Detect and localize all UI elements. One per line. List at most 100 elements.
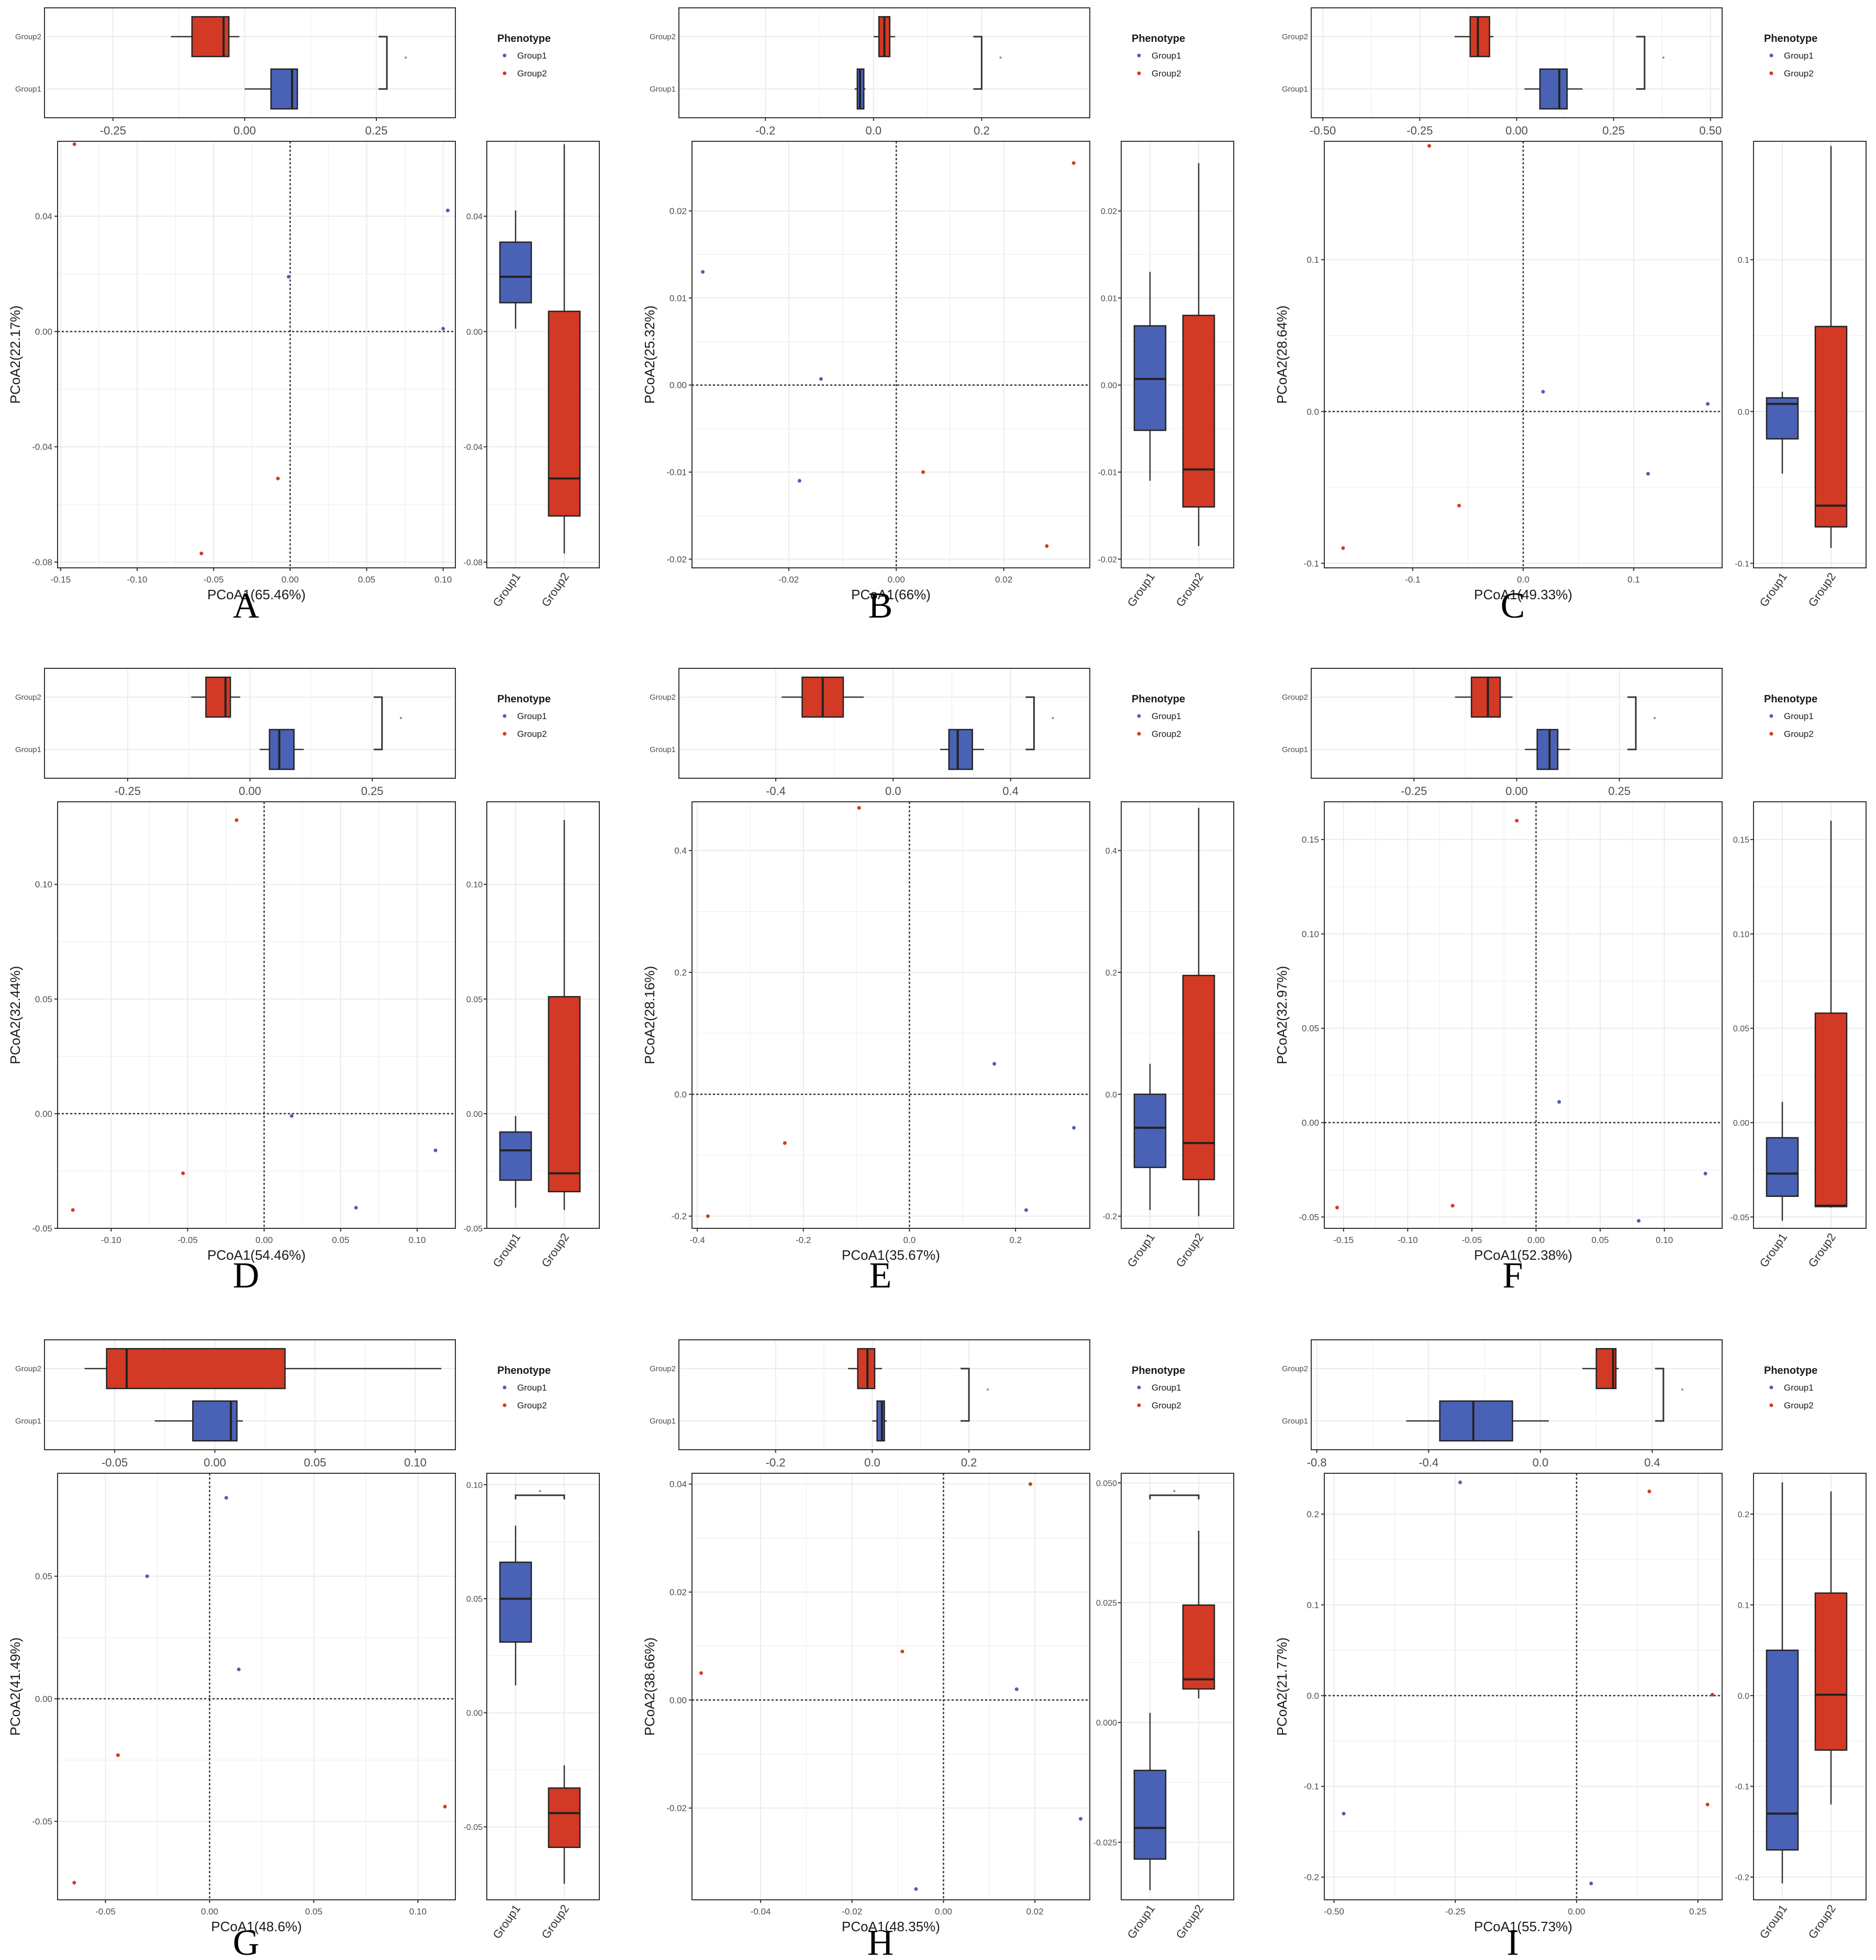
scatter-y-axis-label: PCoA2(21.77%) xyxy=(1274,1638,1290,1736)
top-box-x-tick-label: 0.10 xyxy=(404,1456,427,1469)
top-box-group-label: Group1 xyxy=(650,745,676,754)
top-boxplot-area xyxy=(679,668,1090,778)
scatter-y-tick-label: 0.0 xyxy=(674,1090,687,1100)
side-box-y-tick-label: 0.1 xyxy=(1738,256,1749,265)
significance-bracket xyxy=(973,36,982,90)
side-box-group-label: Group2 xyxy=(539,570,572,609)
top-box-group1 xyxy=(948,729,973,770)
scatter-frame xyxy=(691,1473,1090,1900)
side-boxplot-frame xyxy=(1753,801,1867,1229)
scatter-point-group1 xyxy=(1557,1100,1561,1104)
panel-h: -0.04 -0.02 0.00 0.02 -0.02 0.00 0.02 0.04 PCoA1… xyxy=(642,1339,1234,1960)
top-box-group-label: Group2 xyxy=(650,1364,676,1373)
scatter-plot-area xyxy=(58,1473,455,1900)
scatter-point-group1 xyxy=(914,1887,918,1891)
scatter-x-tick-label: -0.04 xyxy=(751,1907,771,1917)
scatter-point-group1 xyxy=(433,1148,438,1152)
side-box-group2 xyxy=(548,1787,581,1849)
scatter-x-axis-label: PCoA1(55.73%) xyxy=(1474,1919,1572,1934)
scatter-point-group2 xyxy=(72,142,76,147)
scatter-x-tick-label: -0.05 xyxy=(204,575,224,585)
scatter-y-tick-label: -0.02 xyxy=(666,554,687,564)
top-box-group-label: Group1 xyxy=(1282,745,1308,754)
side-box-y-tick-label: -0.2 xyxy=(1735,1874,1749,1883)
side-boxplot-area xyxy=(487,1473,599,1900)
scatter-y-axis-label: PCoA2(32.97%) xyxy=(1274,966,1290,1065)
side-box-y-tick-label: 0.10 xyxy=(466,881,483,890)
side-box-y-tick-label: 0.15 xyxy=(1733,836,1749,845)
scatter-point-group1 xyxy=(1541,390,1545,394)
scatter-x-tick-label: -0.10 xyxy=(1398,1235,1418,1245)
side-box-y-tick-label: 0.0 xyxy=(1738,1692,1749,1701)
scatter-x-tick-label: 0.00 xyxy=(255,1235,273,1245)
side-box-group-label: Group2 xyxy=(1806,570,1839,609)
scatter-y-tick-label: 0.00 xyxy=(669,380,687,390)
side-boxplot-frame xyxy=(1753,141,1867,568)
scatter-point-group1 xyxy=(145,1574,149,1578)
scatter-x-tick-label: 0.05 xyxy=(305,1907,322,1917)
top-box-x-tick-label: 0.05 xyxy=(304,1456,327,1469)
significance-bracket xyxy=(1627,696,1637,751)
top-box-group-label: Group2 xyxy=(15,1364,41,1373)
scatter-point-group2 xyxy=(181,1171,185,1175)
side-box-group-label: Group1 xyxy=(490,1902,523,1941)
top-box-x-tick-label: -0.25 xyxy=(1401,785,1427,798)
panel-g: -0.05 0.00 0.05 0.10-0.050.000.05PCoA1(48.6… xyxy=(7,1339,600,1960)
side-box-group1 xyxy=(1133,1769,1167,1860)
scatter-point-group1 xyxy=(1014,1687,1019,1692)
legend-item-label: Group2 xyxy=(1784,1401,1814,1410)
side-boxplot-area xyxy=(487,141,599,568)
side-box-group-label: Group1 xyxy=(1757,1231,1790,1270)
side-box-group-label: Group1 xyxy=(1125,1902,1158,1941)
side-box-y-tick-label: -0.1 xyxy=(1735,1783,1749,1791)
top-box-x-tick-label: -0.25 xyxy=(1406,124,1433,137)
top-box-x-tick-label: -0.4 xyxy=(766,785,786,798)
scatter-x-tick-label: -0.05 xyxy=(95,1907,116,1917)
scatter-x-tick-label: -0.02 xyxy=(842,1907,862,1917)
scatter-y-tick-label: 0.05 xyxy=(35,994,52,1004)
top-boxplot-frame xyxy=(678,668,1090,779)
side-box-y-tick-label: 0.025 xyxy=(1096,1599,1117,1608)
legend-title: Phenotype xyxy=(497,1365,551,1376)
top-boxplot-frame xyxy=(678,7,1090,118)
scatter-point-group2 xyxy=(699,1671,703,1675)
scatter-frame xyxy=(57,141,456,568)
legend-swatch-group1 xyxy=(1137,714,1141,718)
top-box-x-tick-label: 0.00 xyxy=(1505,785,1528,798)
top-boxplot-frame xyxy=(44,1339,456,1450)
side-box-y-tick-label: -0.025 xyxy=(1093,1839,1117,1847)
scatter-y-tick-label: -0.2 xyxy=(672,1212,687,1222)
scatter-x-tick-label: 0.10 xyxy=(434,575,452,585)
legend-swatch-group1 xyxy=(1137,53,1141,58)
legend-swatch-group1 xyxy=(502,53,507,58)
scatter-y-tick-label: -0.05 xyxy=(1299,1212,1319,1222)
legend-swatch-group2 xyxy=(1769,71,1773,75)
scatter-point-group2 xyxy=(1457,503,1461,508)
side-box-group2 xyxy=(1814,1592,1848,1751)
scatter-point-group1 xyxy=(797,479,801,483)
panel-b: -0.02 0.00 0.02 -0.02 -0.01 0.00 0.01 0.02 PCoA1… xyxy=(642,7,1234,626)
top-box-group-label: Group1 xyxy=(650,85,676,94)
panel-f: -0.15 -0.10 -0.05 0.00 0.05 0.10 -0.05 0.00 0.05… xyxy=(1274,668,1867,1296)
top-box-x-tick-label: 0.25 xyxy=(1602,124,1625,137)
scatter-point-group2 xyxy=(1427,144,1432,148)
scatter-x-tick-label: 0.10 xyxy=(409,1907,427,1917)
scatter-point-group1 xyxy=(1637,1219,1641,1223)
side-box-group1 xyxy=(499,241,532,304)
legend-item-label: Group1 xyxy=(1152,51,1181,61)
scatter-x-tick-label: 0.00 xyxy=(201,1907,218,1917)
scatter-point-group2 xyxy=(1335,1205,1339,1209)
legend-item-label: Group2 xyxy=(1152,729,1181,739)
top-box-group2 xyxy=(106,1348,286,1390)
scatter-point-group1 xyxy=(1706,402,1710,406)
scatter-y-tick-label: 0.0 xyxy=(1306,407,1319,417)
scatter-x-axis-label: PCoA1(49.33%) xyxy=(1474,587,1572,602)
side-box-group-label: Group2 xyxy=(1806,1231,1839,1270)
top-box-x-tick-label: -0.05 xyxy=(102,1456,128,1469)
top-box-group-label: Group2 xyxy=(1282,693,1308,702)
side-box-group2 xyxy=(548,996,581,1193)
panel-letter: F xyxy=(1503,1256,1523,1296)
scatter-x-tick-label: -0.2 xyxy=(796,1235,811,1245)
panel-letter: H xyxy=(867,1923,894,1960)
significance-bracket xyxy=(961,1368,970,1422)
